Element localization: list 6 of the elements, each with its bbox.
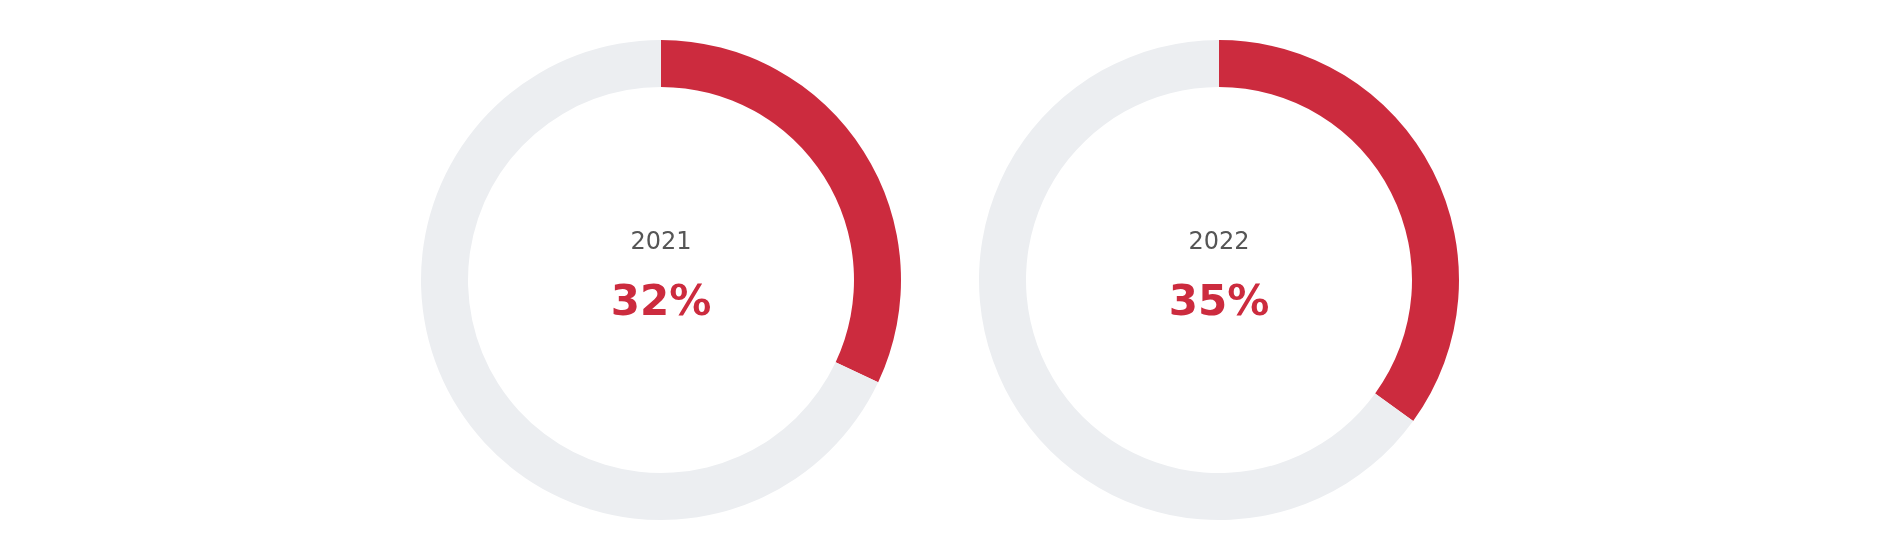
- donut-slice: [421, 40, 879, 520]
- text: 32%: [610, 276, 712, 325]
- text: 2021: [630, 227, 692, 255]
- donut-slice: [979, 40, 1414, 520]
- text: 2022: [1188, 227, 1250, 255]
- text: 35%: [1168, 276, 1270, 325]
